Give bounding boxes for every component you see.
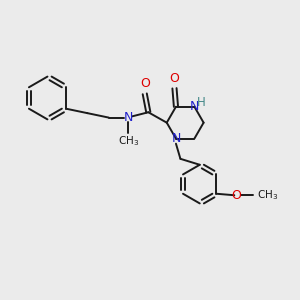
Text: H: H	[196, 96, 205, 109]
Text: CH$_3$: CH$_3$	[118, 134, 139, 148]
Text: O: O	[140, 77, 150, 90]
Text: N: N	[190, 100, 199, 113]
Text: O: O	[232, 189, 242, 202]
Text: CH$_3$: CH$_3$	[257, 188, 278, 202]
Text: O: O	[169, 72, 179, 85]
Text: N: N	[123, 111, 133, 124]
Text: N: N	[171, 132, 181, 145]
